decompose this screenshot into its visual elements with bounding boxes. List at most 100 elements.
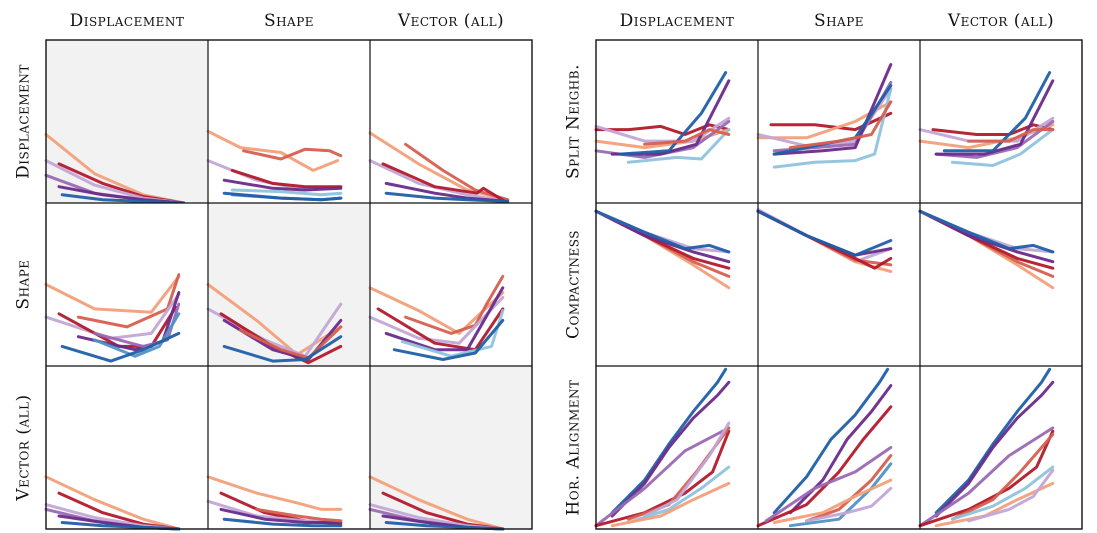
col-title-shape: Shape	[264, 11, 314, 31]
series-line-c9	[230, 168, 343, 189]
diagonal-cell-background	[370, 366, 532, 529]
series-line-c9	[381, 162, 510, 205]
series-line-c1	[60, 193, 186, 205]
diagonal-cell-background	[46, 40, 208, 203]
col-title-vector-all: Vector (all)	[947, 11, 1054, 31]
series-line-c8	[805, 454, 893, 523]
series-line-c3	[230, 188, 343, 197]
series-line-c1	[594, 209, 731, 254]
series-line-c4	[44, 292, 181, 340]
series-line-c4	[643, 421, 731, 518]
series-line-c7	[206, 129, 340, 172]
cell-r2-c0	[594, 366, 758, 529]
cell-background	[208, 40, 370, 203]
series-line-c6	[918, 209, 1055, 264]
cell-background	[920, 40, 1082, 203]
series-line-c7	[44, 475, 181, 531]
series-line-c5	[934, 120, 1055, 159]
series-line-c9	[594, 429, 731, 528]
series-line-c7	[772, 478, 893, 524]
series-line-c7	[44, 274, 181, 314]
grid-outer-border	[595, 39, 1083, 530]
cell-background	[596, 40, 758, 203]
series-line-c1	[392, 318, 505, 361]
series-line-c6	[934, 79, 1055, 156]
series-line-c6	[934, 380, 1055, 518]
series-line-c8	[76, 273, 181, 329]
diagonal-cell-background	[208, 203, 370, 366]
series-line-c1	[934, 367, 1052, 515]
row-title-split-neighb: Split Neighb.	[564, 64, 584, 179]
series-line-c4	[805, 486, 893, 523]
cell-r2-c2	[368, 366, 532, 531]
series-line-c4	[206, 499, 343, 523]
cell-r2-c1	[756, 366, 920, 529]
series-line-c6	[594, 209, 731, 264]
cell-r2-c2	[918, 366, 1082, 529]
col-title-vector-all: Vector (all)	[397, 11, 504, 31]
series-line-c4	[368, 296, 505, 345]
series-line-c1	[60, 521, 181, 531]
series-line-c3	[626, 465, 731, 524]
series-line-c5	[918, 426, 1055, 528]
series-line-c3	[772, 87, 893, 169]
cell-r2-c0	[44, 366, 208, 531]
series-line-c1	[222, 517, 343, 528]
series-line-c8	[255, 507, 343, 523]
series-line-c8	[950, 433, 1055, 521]
series-line-c9	[376, 307, 505, 352]
row-title-shape: Shape	[14, 259, 34, 309]
series-line-c2	[93, 312, 181, 358]
cell-background	[208, 366, 370, 529]
series-line-c7	[206, 475, 343, 511]
series-line-c7	[368, 475, 505, 531]
series-line-c8	[967, 128, 1055, 143]
cell-r1-c2	[368, 203, 532, 366]
series-line-c6	[384, 286, 505, 352]
series-line-c1	[384, 191, 510, 203]
cell-background	[46, 366, 208, 529]
series-line-c8	[238, 325, 343, 360]
cell-background	[758, 40, 920, 203]
series-line-c1	[618, 71, 728, 156]
series-line-c1	[942, 71, 1052, 153]
series-line-c6	[610, 380, 731, 518]
cell-r1-c1	[756, 203, 920, 366]
series-line-c1	[756, 209, 893, 257]
series-line-c6	[772, 63, 893, 156]
cell-r0-c0	[44, 40, 208, 205]
series-line-c1	[222, 191, 343, 202]
series-line-c8	[788, 100, 893, 150]
series-line-c9	[594, 123, 731, 136]
series-line-c9	[918, 429, 1055, 528]
cell-r2-c1	[206, 366, 370, 529]
series-line-c1	[918, 209, 1055, 254]
col-title-displacement: Displacement	[620, 11, 735, 31]
series-line-c5	[764, 446, 893, 523]
cell-r0-c2	[918, 40, 1082, 203]
series-line-c5	[594, 426, 731, 528]
series-line-c9	[57, 305, 178, 348]
cell-background	[46, 203, 208, 366]
series-line-c1	[772, 367, 890, 515]
cell-background	[370, 40, 532, 203]
cell-r1-c0	[44, 203, 208, 366]
cell-background	[596, 203, 758, 366]
series-line-c6	[219, 507, 343, 524]
series-line-c3	[950, 128, 1055, 167]
series-line-c7	[934, 481, 1055, 528]
series-line-c6	[222, 178, 343, 192]
series-line-c1	[610, 367, 728, 515]
series-line-c1	[384, 521, 505, 531]
col-title-shape: Shape	[814, 11, 864, 31]
right-panel: Displacement Shape Vector (all) Split Neigh…	[564, 11, 1083, 530]
cell-background	[758, 203, 920, 366]
series-line-c3	[950, 465, 1055, 521]
series-line-c4	[967, 468, 1055, 523]
left-panel: Displacement Shape Vector (all) Displacemen…	[14, 11, 533, 531]
cell-r0-c1	[206, 40, 370, 203]
series-line-c3	[626, 128, 731, 164]
row-title-vector-all: Vector (all)	[14, 394, 34, 501]
cell-r1-c2	[918, 203, 1082, 366]
